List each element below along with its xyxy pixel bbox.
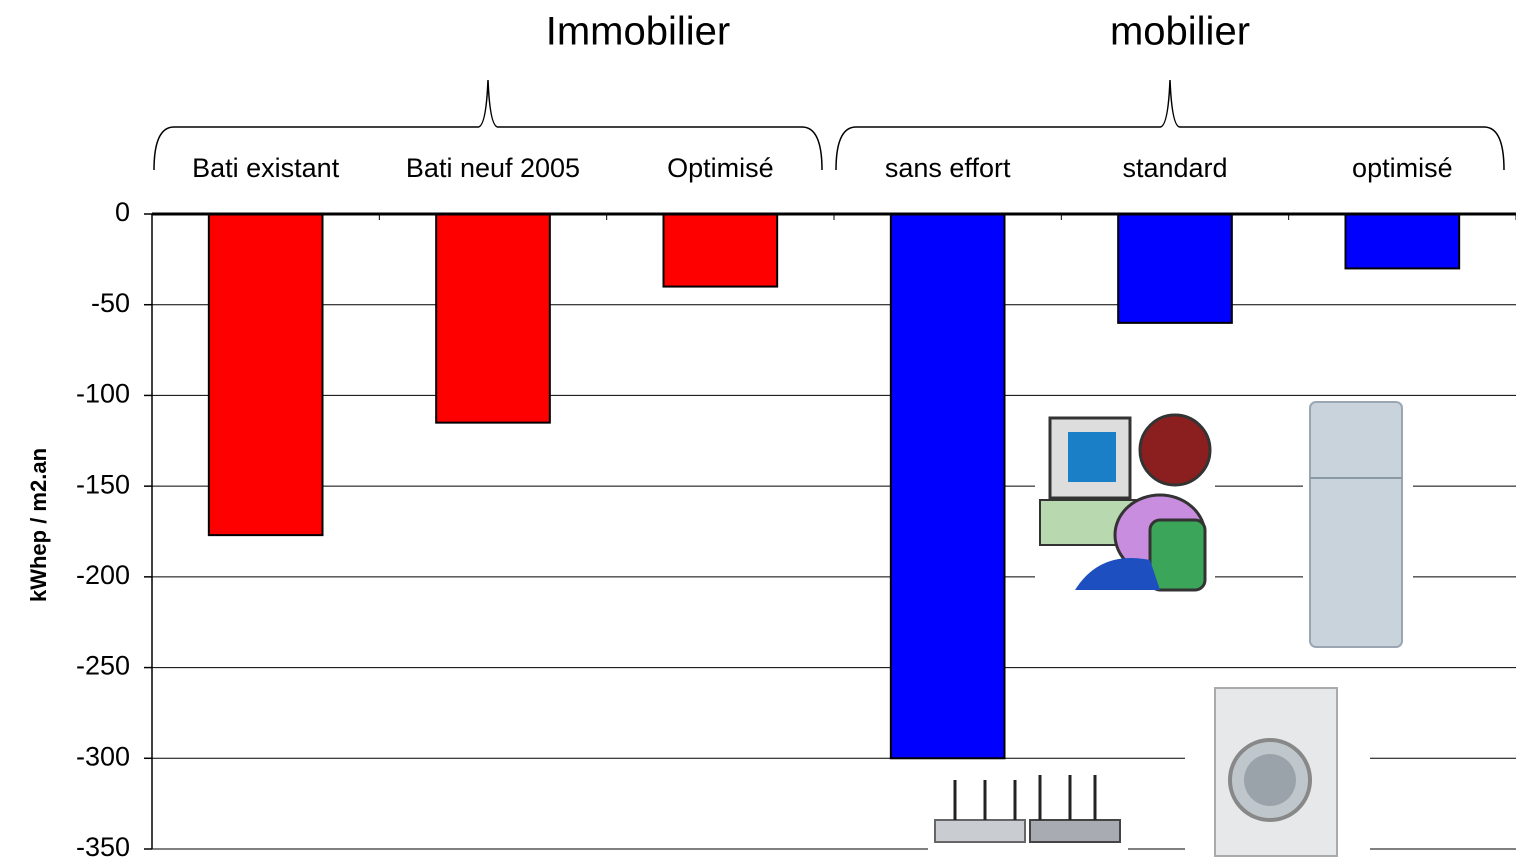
y-tick-label: -350 [76, 832, 130, 859]
group-label: Immobilier [546, 10, 730, 54]
bar [891, 214, 1005, 758]
y-tick-label: -150 [76, 469, 130, 499]
y-tick-label: 0 [115, 197, 130, 227]
page: kWhep / m2.an 0 -50 -100 -150 -200 -250 -300 -3… [0, 0, 1516, 859]
chart: kWhep / m2.an 0 -50 -100 -150 -200 -250 -300 -3… [0, 0, 1516, 859]
router-image [928, 770, 1128, 859]
y-tick-label: -200 [76, 560, 130, 590]
y-tick-label: -250 [76, 651, 130, 681]
bar [1346, 214, 1460, 268]
bar [664, 214, 778, 287]
bar [436, 214, 550, 423]
x-tick-label: standard [1122, 153, 1227, 183]
y-tick-label: -50 [91, 288, 130, 318]
x-tick-label: Bati existant [192, 153, 340, 183]
group-label: mobilier [1110, 10, 1250, 54]
bar [1118, 214, 1232, 323]
x-tick-label: Bati neuf 2005 [406, 153, 580, 183]
y-tick-label: -300 [76, 741, 130, 771]
x-tick-label: Optimisé [667, 153, 774, 183]
y-tick-label: -100 [76, 379, 130, 409]
y-axis-label: kWhep / m2.an [26, 448, 51, 602]
bar [209, 214, 323, 535]
x-tick-label: optimisé [1352, 153, 1453, 183]
x-tick-label: sans effort [885, 153, 1011, 183]
